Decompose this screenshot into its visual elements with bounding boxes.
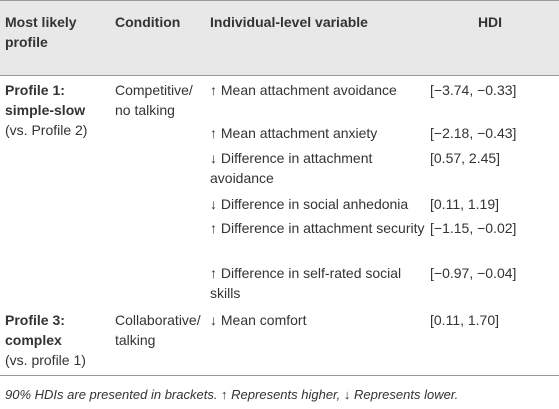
bottom-rule [0,375,559,376]
hdi: [−3.74, −0.33] [430,82,517,98]
header-band [0,0,559,75]
footnote: 90% HDIs are presented in brackets. ↑ Re… [5,387,459,402]
condition: Competitive/ no talking [115,82,193,118]
header-cell: Individual-level variable [210,14,368,30]
profile-name: Profile 3: complex [5,312,65,348]
hdi: [0.11, 1.19] [430,196,500,212]
header-cell: Most likely profile [5,14,77,50]
variable: ↑ Mean attachment anxiety [210,125,378,141]
hdi: [0.11, 1.70] [430,312,500,328]
variable: ↑ Difference in self-rated social skills [210,265,402,301]
hdi: [−1.15, −0.02] [430,220,517,236]
condition: Collaborative/ talking [115,312,201,348]
hdi: [0.57, 2.45] [430,150,501,166]
profile-name: Profile 1: simple-slow [5,82,86,118]
header-cell: Condition [115,14,181,30]
variable: ↓ Difference in social anhedonia [210,196,409,212]
variable: ↓ Mean comfort [210,312,307,328]
profile-comparison: (vs. Profile 2) [5,122,88,138]
hdi: [−0.97, −0.04] [430,265,517,281]
profile-comparison: (vs. profile 1) [5,352,86,368]
hdi: [−2.18, −0.43] [430,125,517,141]
variable: ↑ Difference in attachment security [210,220,425,236]
header-cell: HDI [477,14,503,30]
variable: ↑ Mean attachment avoidance [210,82,397,98]
variable: ↓ Difference in attachment avoidance [210,150,373,186]
header-rule [0,75,559,76]
